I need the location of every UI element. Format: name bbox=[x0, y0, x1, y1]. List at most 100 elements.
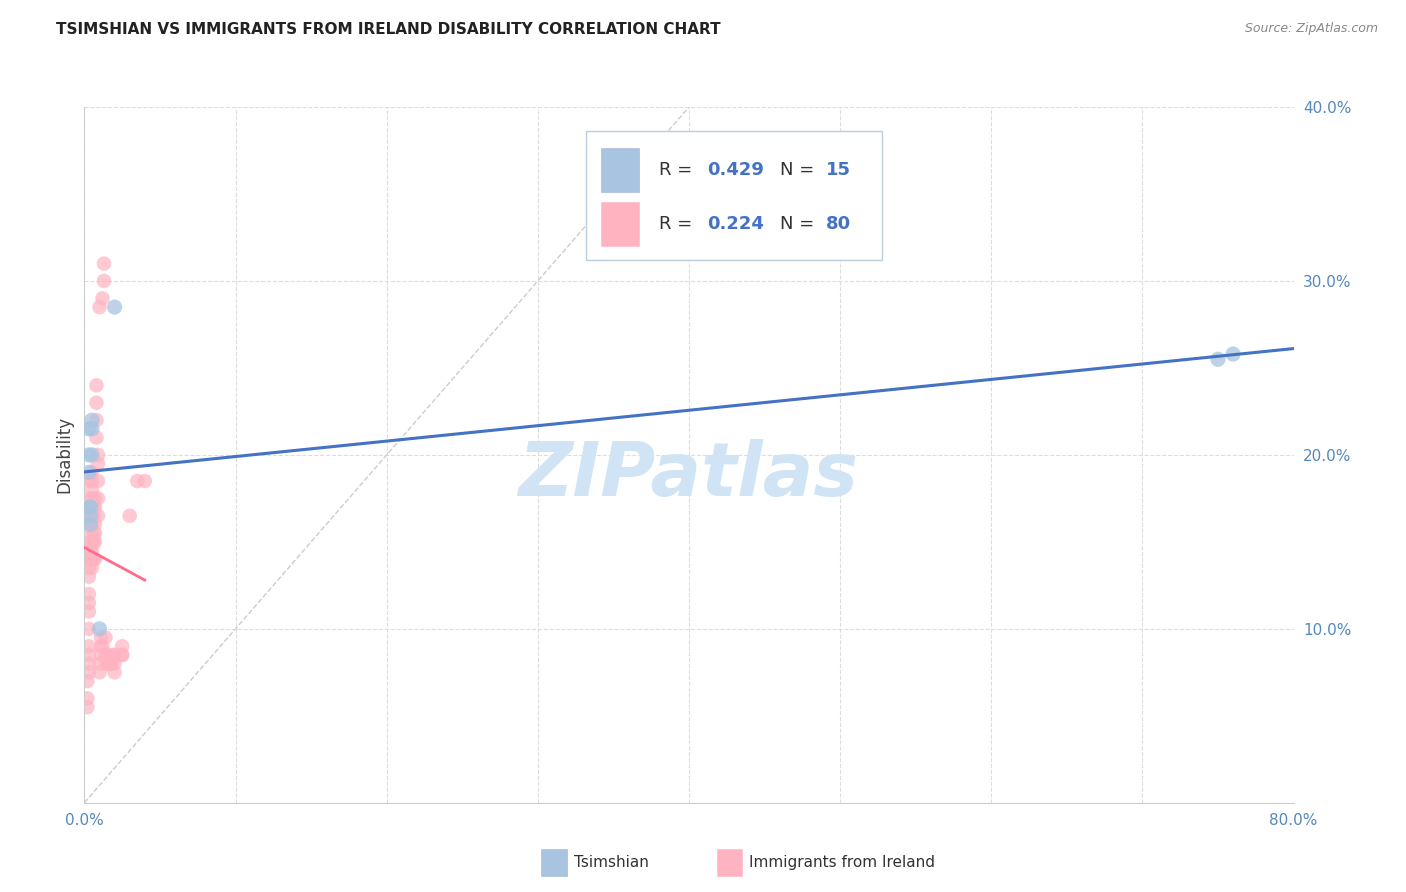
Point bbox=[1206, 352, 1229, 367]
Y-axis label: Disability: Disability bbox=[55, 417, 73, 493]
Point bbox=[118, 508, 141, 523]
Point bbox=[91, 291, 114, 305]
Point bbox=[80, 413, 103, 427]
Point bbox=[84, 552, 107, 566]
Point bbox=[77, 561, 100, 575]
Point bbox=[84, 491, 107, 506]
Text: 0.429: 0.429 bbox=[707, 161, 763, 178]
Point bbox=[82, 500, 104, 514]
Point bbox=[86, 431, 108, 445]
Point bbox=[77, 657, 100, 671]
Point bbox=[134, 474, 156, 488]
Point bbox=[77, 605, 100, 619]
Point bbox=[82, 526, 104, 541]
Point bbox=[89, 657, 111, 671]
Point bbox=[89, 300, 111, 314]
Point bbox=[77, 587, 100, 601]
Point bbox=[96, 657, 118, 671]
FancyBboxPatch shape bbox=[600, 148, 640, 192]
Point bbox=[91, 639, 114, 653]
Point bbox=[80, 534, 103, 549]
Point bbox=[79, 500, 101, 514]
Point bbox=[79, 552, 101, 566]
Point bbox=[104, 665, 127, 680]
Point bbox=[80, 466, 103, 480]
Point bbox=[80, 543, 103, 558]
Point bbox=[82, 534, 104, 549]
Point bbox=[87, 491, 110, 506]
Text: N =: N = bbox=[779, 215, 820, 233]
Point bbox=[76, 700, 98, 714]
Point bbox=[79, 508, 101, 523]
Point bbox=[79, 517, 101, 532]
Point bbox=[80, 474, 103, 488]
Point bbox=[111, 639, 134, 653]
Text: Tsimshian: Tsimshian bbox=[574, 855, 648, 870]
Point bbox=[86, 378, 108, 392]
Point bbox=[93, 256, 115, 270]
Text: ZIPatlas: ZIPatlas bbox=[519, 439, 859, 512]
Point bbox=[77, 570, 100, 584]
Point bbox=[86, 396, 108, 410]
Point bbox=[87, 448, 110, 462]
Point bbox=[79, 526, 101, 541]
Point bbox=[77, 648, 100, 662]
Text: TSIMSHIAN VS IMMIGRANTS FROM IRELAND DISABILITY CORRELATION CHART: TSIMSHIAN VS IMMIGRANTS FROM IRELAND DIS… bbox=[56, 22, 721, 37]
Point bbox=[80, 422, 103, 436]
Point bbox=[76, 691, 98, 706]
Point bbox=[96, 648, 118, 662]
FancyBboxPatch shape bbox=[586, 131, 883, 260]
Point bbox=[97, 657, 120, 671]
Point bbox=[77, 622, 100, 636]
Point bbox=[80, 517, 103, 532]
Point bbox=[82, 508, 104, 523]
Text: 0.224: 0.224 bbox=[707, 215, 763, 233]
Point bbox=[79, 508, 101, 523]
Point bbox=[87, 508, 110, 523]
Point bbox=[111, 648, 134, 662]
Point bbox=[79, 500, 101, 514]
Text: 80: 80 bbox=[825, 215, 851, 233]
Text: Immigrants from Ireland: Immigrants from Ireland bbox=[749, 855, 935, 870]
Point bbox=[80, 552, 103, 566]
Point bbox=[104, 648, 127, 662]
Point bbox=[84, 517, 107, 532]
Point bbox=[90, 639, 112, 653]
Point bbox=[84, 534, 107, 549]
Point bbox=[90, 631, 112, 645]
Point bbox=[79, 517, 101, 532]
Point bbox=[77, 596, 100, 610]
Point bbox=[89, 665, 111, 680]
Text: 15: 15 bbox=[825, 161, 851, 178]
Point bbox=[82, 552, 104, 566]
Point bbox=[77, 639, 100, 653]
Point bbox=[93, 274, 115, 288]
Point bbox=[87, 457, 110, 471]
Point bbox=[87, 474, 110, 488]
Point bbox=[77, 665, 100, 680]
Point bbox=[86, 413, 108, 427]
Point bbox=[80, 491, 103, 506]
Point bbox=[77, 466, 100, 480]
Point bbox=[79, 543, 101, 558]
Point bbox=[89, 622, 111, 636]
Point bbox=[79, 500, 101, 514]
Point bbox=[79, 534, 101, 549]
Point bbox=[79, 474, 101, 488]
Point bbox=[101, 648, 124, 662]
Point bbox=[111, 648, 134, 662]
Text: R =: R = bbox=[658, 161, 697, 178]
Point bbox=[80, 483, 103, 497]
FancyBboxPatch shape bbox=[600, 202, 640, 246]
Point bbox=[77, 552, 100, 566]
Text: N =: N = bbox=[779, 161, 820, 178]
Point bbox=[76, 674, 98, 689]
Point bbox=[1222, 347, 1244, 361]
Text: Source: ZipAtlas.com: Source: ZipAtlas.com bbox=[1244, 22, 1378, 36]
Point bbox=[80, 448, 103, 462]
Point bbox=[104, 300, 127, 314]
Point bbox=[104, 657, 127, 671]
Point bbox=[84, 526, 107, 541]
Point bbox=[80, 561, 103, 575]
Point bbox=[94, 648, 117, 662]
